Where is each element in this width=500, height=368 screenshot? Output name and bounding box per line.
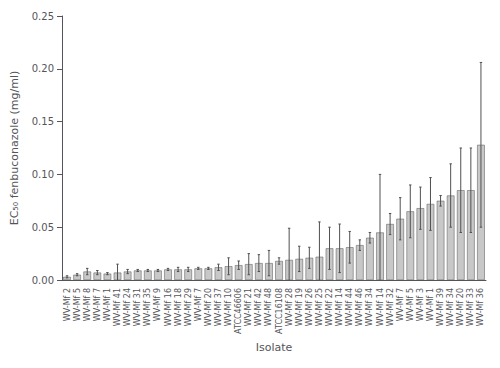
svg-text:WV-Mf 7: WV-Mf 7 (194, 288, 203, 321)
svg-text:WV-Mf 34: WV-Mf 34 (446, 288, 455, 326)
svg-text:WV-Mf 14: WV-Mf 14 (376, 288, 385, 326)
svg-text:WV-Mf 16: WV-Mf 16 (164, 288, 173, 326)
svg-text:0.15: 0.15 (32, 116, 54, 127)
svg-text:WV-Mf 19: WV-Mf 19 (295, 288, 304, 326)
svg-text:0.05: 0.05 (32, 222, 54, 233)
svg-text:WV-Mf 9: WV-Mf 9 (153, 288, 162, 321)
svg-text:WV-Mf 18: WV-Mf 18 (174, 288, 183, 326)
svg-text:0.20: 0.20 (32, 63, 54, 74)
svg-text:WV-Mf 2: WV-Mf 2 (63, 288, 72, 321)
svg-text:WV-Mf 20: WV-Mf 20 (456, 288, 465, 326)
svg-text:WV-Mf 7: WV-Mf 7 (396, 288, 405, 321)
svg-text:WV-Mf 25: WV-Mf 25 (315, 288, 324, 326)
svg-text:WV-Mf 39: WV-Mf 39 (436, 288, 445, 326)
svg-text:WV-Mf 20: WV-Mf 20 (204, 288, 213, 326)
svg-text:WV-Mf 21: WV-Mf 21 (244, 288, 253, 326)
svg-text:WV-Mf 5: WV-Mf 5 (73, 288, 82, 321)
svg-text:WV-Mf 31: WV-Mf 31 (133, 288, 142, 326)
svg-text:WV-Mf 26: WV-Mf 26 (305, 288, 314, 326)
svg-text:ATCC16108: ATCC16108 (275, 288, 284, 334)
svg-text:WV-Mf 8: WV-Mf 8 (83, 288, 92, 321)
svg-text:WV-Mf 1: WV-Mf 1 (103, 288, 112, 321)
svg-text:WV-Mf 3: WV-Mf 3 (416, 288, 425, 321)
svg-text:WV-Mf 32: WV-Mf 32 (386, 288, 395, 326)
svg-text:Isolate: Isolate (256, 341, 293, 354)
svg-text:0.10: 0.10 (32, 169, 54, 180)
svg-text:WV-Mf 28: WV-Mf 28 (285, 288, 294, 326)
svg-text:ATCC46606: ATCC46606 (234, 288, 243, 334)
svg-text:WV-Mf 44: WV-Mf 44 (345, 288, 354, 326)
svg-text:WV-Mf 10: WV-Mf 10 (224, 288, 233, 326)
svg-text:0.25: 0.25 (32, 11, 54, 22)
svg-text:WV-Mf 48: WV-Mf 48 (264, 288, 273, 326)
svg-text:WV-Mf 36: WV-Mf 36 (476, 288, 485, 326)
svg-text:WV-Mf 5: WV-Mf 5 (406, 288, 415, 321)
svg-text:WV-Mf 7: WV-Mf 7 (93, 288, 102, 321)
svg-text:WV-Mf 37: WV-Mf 37 (214, 288, 223, 326)
svg-text:WV-Mf 1: WV-Mf 1 (426, 288, 435, 321)
svg-text:WV-Mf 29: WV-Mf 29 (184, 288, 193, 326)
svg-text:EC₅₀ fenbuconazole (mg/ml): EC₅₀ fenbuconazole (mg/ml) (8, 71, 21, 226)
svg-text:WV-Mf 22: WV-Mf 22 (325, 288, 334, 326)
svg-text:WV-Mf 34: WV-Mf 34 (365, 288, 374, 326)
svg-text:WV-Mf 35: WV-Mf 35 (143, 288, 152, 326)
svg-text:WV-Mf 41: WV-Mf 41 (113, 288, 122, 326)
svg-text:WV-Mf 24: WV-Mf 24 (123, 288, 132, 326)
svg-text:WV-Mf 42: WV-Mf 42 (254, 288, 263, 326)
svg-text:WV-Mf 46: WV-Mf 46 (355, 288, 364, 326)
svg-text:WV-Mf 33: WV-Mf 33 (466, 288, 475, 326)
svg-text:0.00: 0.00 (32, 275, 54, 286)
svg-text:WV-Mf 14: WV-Mf 14 (335, 288, 344, 326)
